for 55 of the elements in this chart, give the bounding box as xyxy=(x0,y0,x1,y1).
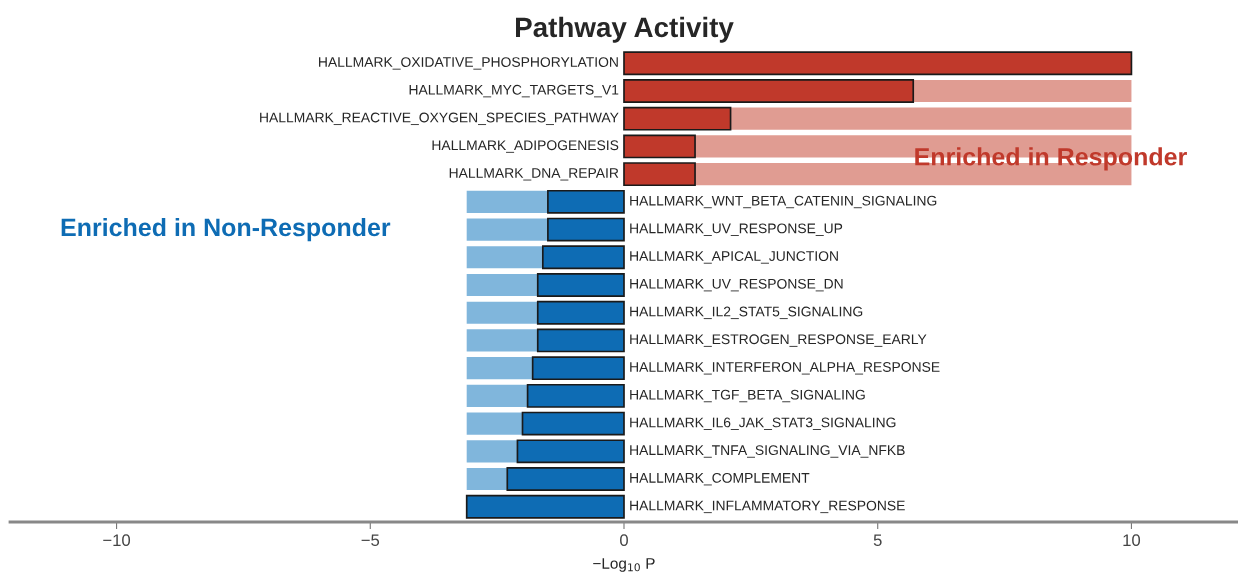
annotation: Enriched in Non-Responder xyxy=(61,217,391,242)
bar xyxy=(547,217,625,242)
bar xyxy=(531,356,625,381)
y-tick-label: HALLMARK_IL6_JAK_STAT3_SIGNALING xyxy=(630,417,896,430)
bar xyxy=(526,383,625,408)
y-tick-label: HALLMARK_INTERFERON_ALPHA_RESPONSE xyxy=(630,362,940,375)
bar xyxy=(547,189,625,214)
bar xyxy=(466,246,543,269)
bar xyxy=(466,384,528,407)
bar xyxy=(536,273,625,297)
bar xyxy=(466,218,548,241)
y-tick-label: HALLMARK_ESTROGEN_RESPONSE_EARLY xyxy=(630,334,927,347)
bar xyxy=(465,494,625,519)
y-tick-label: HALLMARK_IL2_STAT5_SIGNALING xyxy=(630,306,863,320)
chart-title: Pathway Activity xyxy=(516,16,734,43)
x-tick-label: 10 xyxy=(1123,534,1141,547)
y-tick-label: HALLMARK_TGF_BETA_SIGNALING xyxy=(630,389,865,403)
y-tick-label: HALLMARK_UV_RESPONSE_DN xyxy=(630,278,843,292)
bar xyxy=(623,79,915,103)
bar xyxy=(466,357,533,380)
bar xyxy=(536,300,625,325)
y-tick-label: HALLMARK_UV_RESPONSE_UP xyxy=(630,223,843,236)
bar xyxy=(521,411,625,436)
y-tick-label: HALLMARK_MYC_TARGETS_V1 xyxy=(409,84,619,98)
bar xyxy=(913,79,1132,103)
y-tick-label: HALLMARK_ADIPOGENESIS xyxy=(432,140,619,153)
bar xyxy=(730,107,1132,130)
bar xyxy=(541,245,625,270)
y-tick-label: HALLMARK_WNT_BETA_CATENIN_SIGNALING xyxy=(630,195,937,209)
bar xyxy=(466,190,548,213)
x-tick-label: 5 xyxy=(873,534,882,547)
bar xyxy=(466,301,538,324)
bar xyxy=(466,467,508,491)
y-tick-label: HALLMARK_COMPLEMENT xyxy=(630,472,810,486)
y-tick-label: HALLMARK_DNA_REPAIR xyxy=(449,168,619,181)
x-tick-label: 0 xyxy=(620,534,628,547)
y-tick-label: HALLMARK_REACTIVE_OXYGEN_SPECIES_PATHWAY xyxy=(260,112,619,126)
x-tick-label: −5 xyxy=(361,534,380,547)
x-tick-label: −10 xyxy=(103,534,131,547)
y-tick-label: HALLMARK_INFLAMMATORY_RESPONSE xyxy=(630,500,905,514)
bar xyxy=(623,134,696,159)
bar xyxy=(466,329,538,352)
y-tick-label: HALLMARK_OXIDATIVE_PHOSPHORYLATION xyxy=(319,57,618,70)
bar xyxy=(466,440,518,463)
y-tick-label: HALLMARK_APICAL_JUNCTION xyxy=(630,251,838,264)
bar xyxy=(516,439,625,464)
bar xyxy=(623,51,1133,76)
bar xyxy=(623,106,732,131)
x-axis-title: −Log$_{10}$ P xyxy=(593,558,655,572)
y-tick-label: HALLMARK_TNFA_SIGNALING_VIA_NFKB xyxy=(630,445,905,458)
bar xyxy=(466,412,523,435)
bar xyxy=(536,328,625,353)
bar xyxy=(466,273,538,297)
bar xyxy=(506,467,625,491)
bar xyxy=(623,162,696,187)
